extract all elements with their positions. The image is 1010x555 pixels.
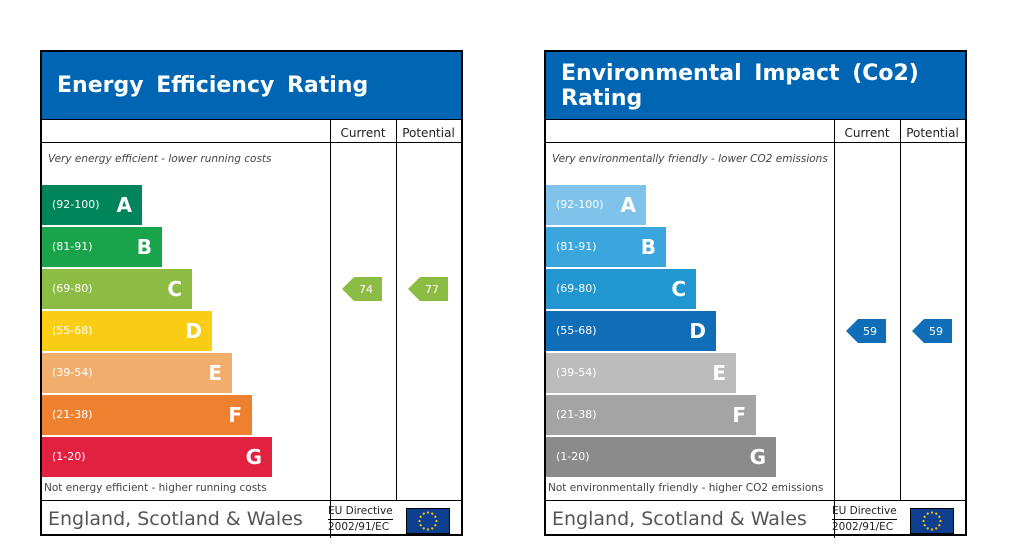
eu-directive-line-1: EU Directive — [832, 505, 897, 517]
eu-directive-line-2: 2002/91/EC — [328, 519, 393, 535]
eu-directive-line-1: EU Directive — [328, 505, 393, 517]
band-range: (39-54) — [556, 366, 597, 379]
rating-band-b: (81-91) B — [42, 227, 162, 267]
rating-band-f: (21-38) F — [42, 395, 252, 435]
band-letter: G — [245, 445, 262, 469]
rating-band-e: (39-54) E — [42, 353, 232, 393]
column-header-current: Current — [340, 126, 386, 140]
column-header-potential: Potential — [402, 126, 455, 140]
eu-flag-icon — [910, 508, 954, 534]
divider — [546, 119, 965, 120]
band-letter: C — [671, 277, 686, 301]
band-letter: D — [185, 319, 202, 343]
band-letter: F — [228, 403, 242, 427]
band-letter: E — [208, 361, 222, 385]
rating-band-d: (55-68) D — [42, 311, 212, 351]
potential-rating-arrow: 77 — [408, 277, 448, 301]
band-range: (92-100) — [52, 198, 100, 211]
rating-band-e: (39-54) E — [546, 353, 736, 393]
rating-band-c: (69-80) C — [42, 269, 192, 309]
divider — [834, 119, 835, 538]
band-letter: B — [136, 235, 152, 259]
rating-band-b: (81-91) B — [546, 227, 666, 267]
band-letter: E — [712, 361, 726, 385]
top-description: Very energy efficient - lower running co… — [48, 153, 272, 165]
divider — [42, 500, 461, 501]
band-letter: C — [167, 277, 182, 301]
environmental-impact-panel: Environmental Impact (Co2) Rating Current… — [544, 50, 967, 538]
footer-region: England, Scotland & Wales — [48, 508, 303, 530]
divider — [42, 119, 461, 120]
footer-region: England, Scotland & Wales — [552, 508, 807, 530]
eu-directive: EU Directive 2002/91/EC — [832, 504, 897, 535]
energy-efficiency-panel: Energy Efficiency Rating Current Potential… — [40, 50, 463, 538]
band-range: (81-91) — [52, 240, 93, 253]
eu-directive: EU Directive 2002/91/EC — [328, 504, 393, 535]
eu-flag-icon — [406, 508, 450, 534]
band-letter: D — [689, 319, 706, 343]
rating-band-g: (1-20) G — [546, 437, 776, 477]
band-range: (81-91) — [556, 240, 597, 253]
band-range: (55-68) — [556, 324, 597, 337]
band-letter: B — [640, 235, 656, 259]
band-range: (21-38) — [52, 408, 93, 421]
band-range: (55-68) — [52, 324, 93, 337]
current-rating-arrow: 59 — [846, 319, 886, 343]
divider — [546, 142, 965, 143]
column-header-potential: Potential — [906, 126, 959, 140]
divider — [42, 142, 461, 143]
potential-rating-arrow: 59 — [912, 319, 952, 343]
band-range: (39-54) — [52, 366, 93, 379]
band-letter: A — [620, 193, 636, 217]
band-range: (21-38) — [556, 408, 597, 421]
current-rating-arrow: 74 — [342, 277, 382, 301]
top-description: Very environmentally friendly - lower CO… — [552, 153, 828, 165]
divider — [546, 500, 965, 501]
divider — [900, 119, 901, 500]
rating-band-a: (92-100) A — [546, 185, 646, 225]
bottom-description: Not energy efficient - higher running co… — [44, 482, 267, 494]
rating-band-g: (1-20) G — [42, 437, 272, 477]
rating-band-c: (69-80) C — [546, 269, 696, 309]
rating-band-a: (92-100) A — [42, 185, 142, 225]
divider — [330, 119, 331, 538]
band-range: (1-20) — [556, 450, 590, 463]
band-range: (92-100) — [556, 198, 604, 211]
panel-title: Energy Efficiency Rating — [42, 52, 461, 119]
bottom-description: Not environmentally friendly - higher CO… — [548, 482, 824, 494]
rating-band-d: (55-68) D — [546, 311, 716, 351]
panel-title: Environmental Impact (Co2) Rating — [546, 52, 965, 119]
divider — [396, 119, 397, 500]
band-range: (69-80) — [556, 282, 597, 295]
band-range: (69-80) — [52, 282, 93, 295]
eu-directive-line-2: 2002/91/EC — [832, 519, 897, 535]
band-letter: F — [732, 403, 746, 427]
band-letter: G — [749, 445, 766, 469]
band-letter: A — [116, 193, 132, 217]
rating-band-f: (21-38) F — [546, 395, 756, 435]
column-header-current: Current — [844, 126, 890, 140]
band-range: (1-20) — [52, 450, 86, 463]
